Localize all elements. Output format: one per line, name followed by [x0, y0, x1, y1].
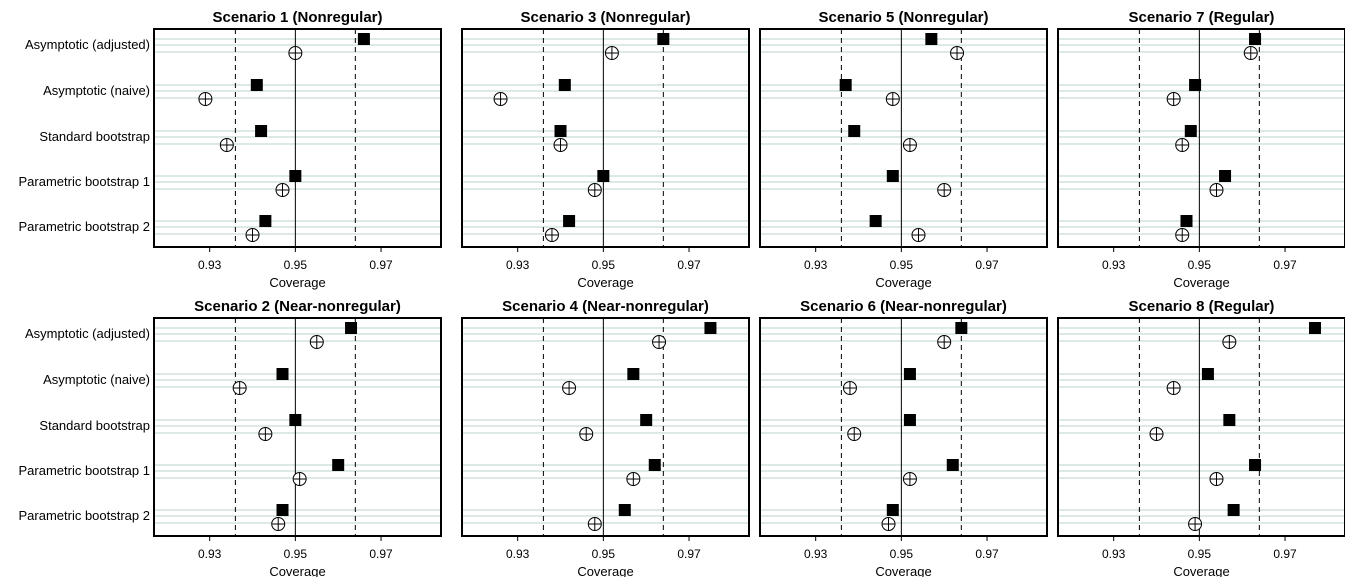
- scenario-1-filled-square-point: [259, 215, 272, 227]
- scenario-7-xlabel: Coverage: [1173, 275, 1229, 290]
- scenario-5-frame: [759, 28, 1048, 248]
- y-category-label: Asymptotic (naive): [43, 372, 150, 387]
- scenario-5-xtick-label: 0.95: [890, 258, 914, 272]
- scenario-5-filled-square-point: [848, 125, 861, 137]
- scenario-6-xtick-label: 0.93: [804, 547, 828, 561]
- scenario-1-filled-square-point: [289, 170, 302, 182]
- scenario-7-frame: [1057, 28, 1345, 248]
- scenario-6-filled-square-point: [946, 459, 959, 471]
- scenario-2-xtick-label: 0.93: [198, 547, 222, 561]
- scenario-5-filled-square-point: [869, 215, 882, 227]
- scenario-4-filled-square-point: [704, 322, 717, 334]
- scenario-2-filled-square-point: [345, 322, 358, 334]
- scenario-8-filled-square-point: [1201, 368, 1214, 380]
- scenario-6-filled-square-point: [955, 322, 968, 334]
- scenario-2-filled-square-point: [276, 504, 289, 516]
- scenario-2-title: Scenario 2 (Near-nonregular): [194, 298, 401, 315]
- scenario-6-xtick-label: 0.97: [975, 547, 999, 561]
- scenario-3-filled-square-point: [597, 170, 610, 182]
- scenario-4-xlabel: Coverage: [577, 564, 633, 577]
- scenario-6-title: Scenario 6 (Near-nonregular): [800, 298, 1007, 315]
- scenario-7-xtick-label: 0.93: [1102, 258, 1126, 272]
- scenario-5-filled-square-point: [886, 170, 899, 182]
- scenario-2-xtick-label: 0.97: [369, 547, 393, 561]
- scenario-2-filled-square-point: [289, 414, 302, 426]
- scenario-1-title: Scenario 1 (Nonregular): [212, 9, 382, 26]
- scenario-3-xtick-label: 0.97: [677, 258, 701, 272]
- scenario-5-xtick-label: 0.93: [804, 258, 828, 272]
- scenario-3-filled-square-point: [554, 125, 567, 137]
- scenario-3-filled-square-point: [657, 33, 670, 45]
- scenario-4-xtick-label: 0.95: [592, 547, 616, 561]
- scenario-6-frame: [759, 317, 1048, 537]
- scenario-3-title: Scenario 3 (Nonregular): [520, 9, 690, 26]
- scenario-7-filled-square-point: [1219, 170, 1232, 182]
- scenario-5-xtick-label: 0.97: [975, 258, 999, 272]
- scenario-8-xtick-label: 0.97: [1273, 547, 1297, 561]
- y-category-label: Parametric bootstrap 1: [18, 463, 150, 478]
- y-category-label: Parametric bootstrap 2: [18, 508, 150, 523]
- scenario-2-frame: [153, 317, 442, 537]
- scenario-7-xtick-label: 0.95: [1188, 258, 1212, 272]
- scenario-1-xlabel: Coverage: [269, 275, 325, 290]
- scenario-8-filled-square-point: [1249, 459, 1262, 471]
- scenario-8-filled-square-point: [1223, 414, 1236, 426]
- scenario-7-filled-square-point: [1184, 125, 1197, 137]
- scenario-8-frame: [1057, 317, 1345, 537]
- y-category-label: Standard bootstrap: [39, 129, 150, 144]
- scenario-3-xtick-label: 0.95: [592, 258, 616, 272]
- y-category-label: Parametric bootstrap 2: [18, 219, 150, 234]
- scenario-6-filled-square-point: [903, 414, 916, 426]
- scenario-7-title: Scenario 7 (Regular): [1129, 9, 1275, 26]
- scenario-1-xtick-label: 0.93: [198, 258, 222, 272]
- scenario-3-xtick-label: 0.93: [506, 258, 530, 272]
- scenario-2-filled-square-point: [332, 459, 345, 471]
- y-category-label: Parametric bootstrap 1: [18, 174, 150, 189]
- scenario-5-xlabel: Coverage: [875, 275, 931, 290]
- scenario-5-title: Scenario 5 (Nonregular): [818, 9, 988, 26]
- scenario-6-filled-square-point: [886, 504, 899, 516]
- y-category-label: Asymptotic (adjusted): [25, 326, 150, 341]
- scenario-4-frame: [461, 317, 750, 537]
- scenario-4-filled-square-point: [618, 504, 631, 516]
- scenario-4-xtick-label: 0.93: [506, 547, 530, 561]
- scenario-8-xtick-label: 0.95: [1188, 547, 1212, 561]
- scenario-4-title: Scenario 4 (Near-nonregular): [502, 298, 709, 315]
- scenario-1-filled-square-point: [255, 125, 268, 137]
- scenario-3-xlabel: Coverage: [577, 275, 633, 290]
- scenario-1-filled-square-point: [357, 33, 370, 45]
- scenario-8-filled-square-point: [1227, 504, 1240, 516]
- scenario-1-xtick-label: 0.97: [369, 258, 393, 272]
- scenario-6-xlabel: Coverage: [875, 564, 931, 577]
- scenario-5-filled-square-point: [839, 79, 852, 91]
- scenario-7-filled-square-point: [1249, 33, 1262, 45]
- scenario-4-filled-square-point: [648, 459, 661, 471]
- y-category-label: Asymptotic (naive): [43, 83, 150, 98]
- scenario-3-filled-square-point: [558, 79, 571, 91]
- y-category-label: Standard bootstrap: [39, 418, 150, 433]
- scenario-4-xtick-label: 0.97: [677, 547, 701, 561]
- scenario-1-filled-square-point: [250, 79, 263, 91]
- scenario-5-filled-square-point: [925, 33, 938, 45]
- y-category-label: Asymptotic (adjusted): [25, 37, 150, 52]
- scenario-3-filled-square-point: [563, 215, 576, 227]
- scenario-7-xtick-label: 0.97: [1273, 258, 1297, 272]
- scenario-6-xtick-label: 0.95: [890, 547, 914, 561]
- scenario-7-filled-square-point: [1180, 215, 1193, 227]
- scenario-2-xlabel: Coverage: [269, 564, 325, 577]
- scenario-8-filled-square-point: [1309, 322, 1322, 334]
- scenario-2-xtick-label: 0.95: [284, 547, 308, 561]
- scenario-6-filled-square-point: [903, 368, 916, 380]
- scenario-7-filled-square-point: [1189, 79, 1202, 91]
- scenario-4-filled-square-point: [640, 414, 653, 426]
- scenario-2-filled-square-point: [276, 368, 289, 380]
- scenario-8-title: Scenario 8 (Regular): [1129, 298, 1275, 315]
- scenario-8-xtick-label: 0.93: [1102, 547, 1126, 561]
- scenario-1-xtick-label: 0.95: [284, 258, 308, 272]
- scenario-4-filled-square-point: [627, 368, 640, 380]
- scenario-1-frame: [153, 28, 442, 248]
- scenario-3-frame: [461, 28, 750, 248]
- scenario-8-xlabel: Coverage: [1173, 564, 1229, 577]
